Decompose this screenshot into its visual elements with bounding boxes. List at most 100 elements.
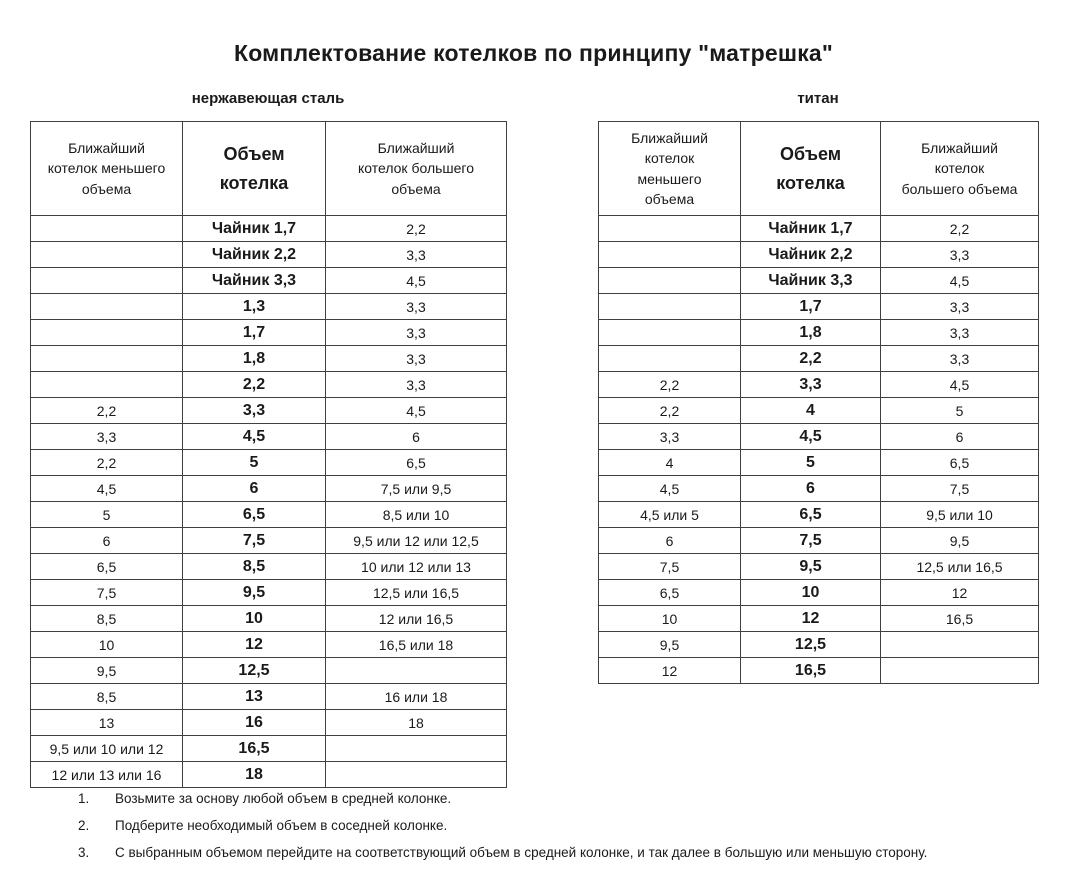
table-cell: 2,2 bbox=[325, 215, 507, 242]
table-row: 9,5 или 10 или 12 16,5 bbox=[30, 735, 507, 762]
table-cell: 6,5 bbox=[182, 501, 326, 528]
table-cell bbox=[325, 735, 507, 762]
table-row: Чайник 3,3 4,5 bbox=[30, 267, 507, 294]
note-number: 3. bbox=[78, 845, 90, 860]
table-cell: 16,5 или 18 bbox=[325, 631, 507, 658]
table-row: 12 16,5 bbox=[598, 657, 1039, 684]
table-row: 2,2 3,3 bbox=[30, 371, 507, 398]
column-header-pot-volume: Объем котелка bbox=[740, 121, 881, 216]
table-cell: 5 bbox=[30, 501, 183, 528]
table-row: 1,3 3,3 bbox=[30, 293, 507, 320]
table-cell: Чайник 2,2 bbox=[740, 241, 881, 268]
table-cell bbox=[325, 657, 507, 684]
table-cell: 1,8 bbox=[740, 319, 881, 346]
table-row: 8,5 13 16 или 18 bbox=[30, 683, 507, 710]
stainless-steel-subtitle: нержавеющая сталь bbox=[191, 90, 345, 107]
table-cell bbox=[598, 267, 741, 294]
table-cell: 1,7 bbox=[182, 319, 326, 346]
note-number: 1. bbox=[78, 791, 90, 806]
header-row: Ближайший котелок меньшего объема Объем … bbox=[598, 121, 1039, 216]
table-row: 2,2 3,3 4,5 bbox=[598, 371, 1039, 398]
table-row: 2,2 5 6,5 bbox=[30, 449, 507, 476]
table-row: 6,5 8,5 10 или 12 или 13 bbox=[30, 553, 507, 580]
table-cell: 2,2 bbox=[30, 449, 183, 476]
table-cell: 12 или 16,5 bbox=[325, 605, 507, 632]
table-cell: 2,2 bbox=[30, 397, 183, 424]
table-row: 1,7 3,3 bbox=[30, 319, 507, 346]
table-cell: 4,5 bbox=[880, 267, 1039, 294]
table-cell: 16 bbox=[182, 709, 326, 736]
table-cell: 3,3 bbox=[325, 345, 507, 372]
table-cell bbox=[880, 657, 1039, 684]
table-cell: 4,5 или 5 bbox=[598, 501, 741, 528]
table-cell bbox=[880, 631, 1039, 658]
table-cell: 3,3 bbox=[182, 397, 326, 424]
table-cell: 7,5 bbox=[880, 475, 1039, 502]
table-cell bbox=[30, 267, 183, 294]
table-cell: 2,2 bbox=[598, 397, 741, 424]
table-cell: 6,5 bbox=[880, 449, 1039, 476]
table-cell: 7,5 bbox=[598, 553, 741, 580]
titanium-subtitle: титан bbox=[797, 90, 839, 107]
table-cell: 2,2 bbox=[598, 371, 741, 398]
table-cell: 10 или 12 или 13 bbox=[325, 553, 507, 580]
table-cell: 12 bbox=[880, 579, 1039, 606]
note-text: Возьмите за основу любой объем в средней… bbox=[115, 791, 452, 806]
table-cell: 5 bbox=[740, 449, 881, 476]
table-cell: Чайник 3,3 bbox=[182, 267, 326, 294]
table-cell bbox=[598, 319, 741, 346]
table-cell: 10 bbox=[740, 579, 881, 606]
column-header-pot-volume: Объем котелка bbox=[182, 121, 326, 216]
table-cell: 6,5 bbox=[598, 579, 741, 606]
stainless-steel-section: нержавеющая сталь Ближайший котелок мень… bbox=[30, 90, 507, 788]
note-item: 2. Подберите необходимый объем в соседне… bbox=[78, 818, 927, 833]
table-row: 6 7,5 9,5 или 12 или 12,5 bbox=[30, 527, 507, 554]
table-cell: 18 bbox=[325, 709, 507, 736]
table-cell: 8,5 или 10 bbox=[325, 501, 507, 528]
table-cell: 7,5 bbox=[30, 579, 183, 606]
table-cell: 6 bbox=[740, 475, 881, 502]
table-cell: 3,3 bbox=[325, 241, 507, 268]
table-row: 9,5 12,5 bbox=[30, 657, 507, 684]
table-cell: 16 или 18 bbox=[325, 683, 507, 710]
table-cell: 9,5 bbox=[740, 553, 881, 580]
table-row: Чайник 2,2 3,3 bbox=[30, 241, 507, 268]
page-title: Комплектование котелков по принципу "мат… bbox=[233, 40, 834, 66]
table-cell: 9,5 или 10 bbox=[880, 501, 1039, 528]
table-row: 1,8 3,3 bbox=[30, 345, 507, 372]
table-cell: 2,2 bbox=[740, 345, 881, 372]
table-cell: 12 bbox=[182, 631, 326, 658]
table-cell: 16,5 bbox=[740, 657, 881, 684]
table-cell bbox=[30, 293, 183, 320]
stainless-steel-table: Ближайший котелок меньшего объема Объем … bbox=[30, 121, 507, 788]
table-row: 7,5 9,5 12,5 или 16,5 bbox=[30, 579, 507, 606]
table-row: Чайник 1,7 2,2 bbox=[30, 215, 507, 242]
table-cell bbox=[30, 345, 183, 372]
table-row: 13 16 18 bbox=[30, 709, 507, 736]
table-cell: 1,3 bbox=[182, 293, 326, 320]
table-cell: 4,5 bbox=[182, 423, 326, 450]
table-row: 10 12 16,5 bbox=[598, 605, 1039, 632]
header-row: Ближайший котелок меньшего объема Объем … bbox=[30, 121, 507, 216]
table-cell: 6,5 bbox=[740, 501, 881, 528]
table-cell: 6 bbox=[880, 423, 1039, 450]
table-cell: 7,5 или 9,5 bbox=[325, 475, 507, 502]
table-cell: 3,3 bbox=[325, 319, 507, 346]
table-row: 6,5 10 12 bbox=[598, 579, 1039, 606]
notes-list: 1. Возьмите за основу любой объем в сред… bbox=[78, 791, 927, 872]
table-cell: 16,5 bbox=[182, 735, 326, 762]
table-cell: 18 bbox=[182, 761, 326, 788]
table-cell: 8,5 bbox=[30, 683, 183, 710]
table-row: 1,7 3,3 bbox=[598, 293, 1039, 320]
table-cell: 4,5 bbox=[880, 371, 1039, 398]
table-cell: 5 bbox=[182, 449, 326, 476]
column-header-bigger-pot: Ближайший котелок большего объема bbox=[880, 121, 1039, 216]
table-cell bbox=[598, 241, 741, 268]
table-row: 5 6,5 8,5 или 10 bbox=[30, 501, 507, 528]
table-cell: 9,5 или 10 или 12 bbox=[30, 735, 183, 762]
table-cell: 9,5 bbox=[182, 579, 326, 606]
table-cell bbox=[30, 371, 183, 398]
table-cell: 12,5 или 16,5 bbox=[880, 553, 1039, 580]
table-row: Чайник 3,3 4,5 bbox=[598, 267, 1039, 294]
